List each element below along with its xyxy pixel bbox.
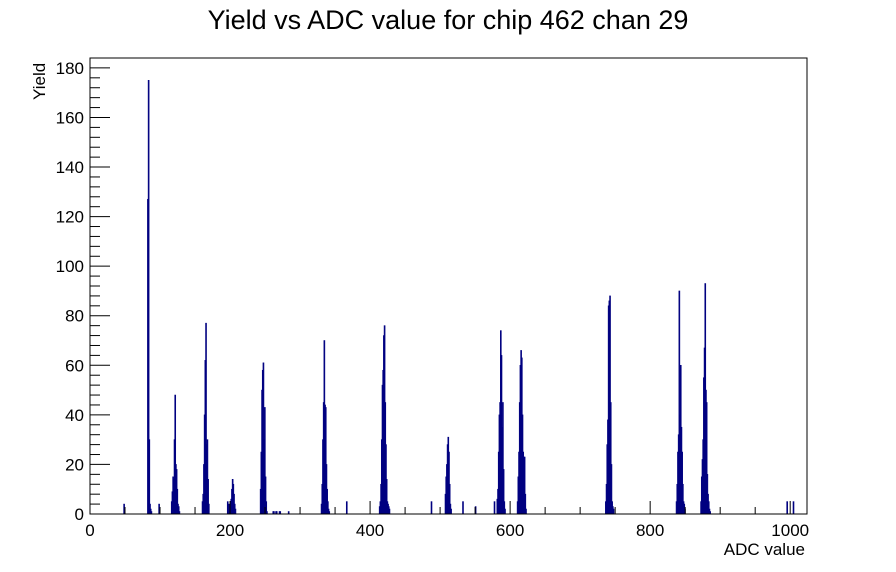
histogram-bar — [226, 501, 229, 515]
x-axis: 0 200 400 600 800 1000 — [85, 501, 809, 540]
y-tick-label: 120 — [56, 208, 84, 227]
histogram-bar — [388, 508, 391, 515]
histogram-bar — [345, 501, 348, 515]
y-tick-label: 140 — [56, 158, 84, 177]
y-tick-label: 160 — [56, 108, 84, 127]
histogram-bar — [228, 503, 230, 515]
histogram-bar — [786, 501, 788, 515]
y-tick-label: 100 — [56, 257, 84, 276]
histogram-bar — [792, 501, 795, 515]
histogram-bar — [158, 503, 160, 515]
histogram-bar — [148, 439, 151, 515]
y-tick-label: 20 — [65, 455, 84, 474]
histogram-bar — [450, 508, 452, 515]
histogram-bar — [525, 508, 527, 515]
histogram-bar — [504, 508, 506, 515]
y-tick-label: 0 — [75, 505, 84, 524]
histogram-bars — [123, 80, 795, 515]
y-tick-label: 80 — [65, 307, 84, 326]
x-tick-label: 800 — [636, 521, 664, 540]
histogram-bar — [234, 508, 237, 515]
y-axis-label: Yield — [30, 63, 49, 100]
x-tick-label: 400 — [356, 521, 384, 540]
x-tick-label: 0 — [85, 521, 94, 540]
histogram-bar — [493, 501, 496, 515]
histogram-bar — [123, 503, 125, 515]
histogram-bar — [430, 501, 433, 515]
histogram-bar — [462, 501, 464, 515]
x-tick-label: 200 — [216, 521, 244, 540]
x-axis-label: ADC value — [724, 540, 805, 559]
x-tick-label: 600 — [496, 521, 524, 540]
y-tick-label: 180 — [56, 59, 84, 78]
chart-title: Yield vs ADC value for chip 462 chan 29 — [208, 5, 689, 35]
y-tick-label: 60 — [65, 356, 84, 375]
histogram-bar — [612, 508, 615, 515]
x-tick-label: 1000 — [771, 521, 809, 540]
y-axis: 0 20 40 60 80 100 120 140 160 180 — [56, 57, 110, 524]
y-tick-label: 40 — [65, 406, 84, 425]
histogram-bar — [208, 503, 210, 515]
